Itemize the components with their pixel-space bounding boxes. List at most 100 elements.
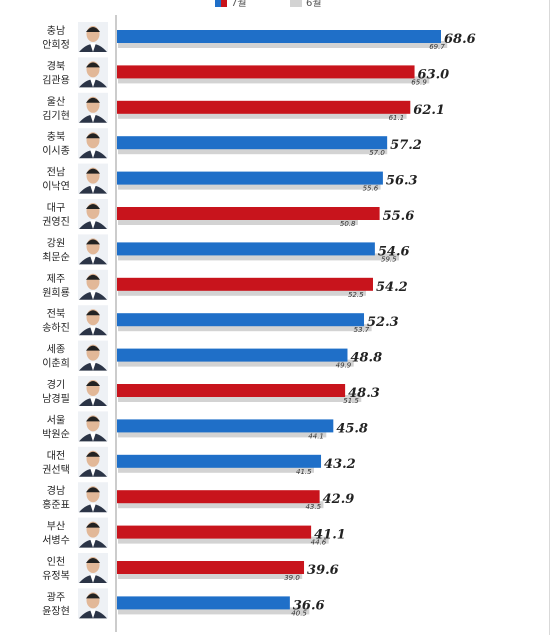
bar-current — [117, 207, 380, 220]
bar-current — [117, 525, 312, 539]
bar-current — [117, 136, 388, 150]
region-label: 대전 — [47, 450, 65, 462]
value-label-previous: 57.0 — [369, 149, 385, 157]
region-label: 전남 — [47, 167, 65, 179]
value-label-previous: 44.6 — [311, 539, 327, 547]
region-label: 울산 — [47, 96, 65, 108]
value-label-previous: 69.7 — [429, 43, 445, 51]
governor-portrait-icon — [78, 588, 108, 619]
value-label-current: 48.3 — [348, 386, 380, 401]
bar-previous — [118, 501, 324, 509]
value-label-current: 54.6 — [378, 244, 410, 259]
governor-name-label: 이춘희 — [42, 358, 70, 370]
governor-name-label: 이낙연 — [42, 181, 70, 193]
governor-name-label: 이시종 — [42, 145, 70, 157]
region-label: 강원 — [47, 237, 65, 249]
governor-portrait-icon — [78, 482, 108, 513]
bar-previous — [118, 288, 366, 296]
region-label: 충남 — [47, 25, 65, 37]
bar-previous — [118, 253, 400, 261]
value-label-current: 39.6 — [307, 563, 339, 578]
bar-previous — [118, 359, 354, 367]
value-label-current: 68.6 — [444, 32, 476, 47]
governor-portrait-icon — [78, 92, 108, 123]
legend-item-previous: 6월 — [290, 0, 322, 9]
value-label-previous: 49.9 — [336, 362, 352, 370]
value-label-current: 56.3 — [386, 174, 418, 189]
bar-previous — [118, 465, 315, 473]
governor-portrait-icon — [78, 340, 108, 371]
bar-previous — [118, 218, 358, 225]
value-label-current: 42.9 — [323, 492, 355, 507]
governor-name-label: 서병수 — [42, 535, 70, 547]
value-label-current: 52.3 — [367, 315, 399, 330]
governor-name-label: 송하진 — [42, 321, 70, 334]
value-label-current: 54.2 — [376, 280, 408, 295]
region-label: 경기 — [47, 378, 65, 391]
governor-name-label: 윤장현 — [42, 605, 70, 617]
value-label-previous: 61.1 — [389, 114, 405, 122]
bar-previous — [118, 76, 430, 84]
governor-portrait-icon — [78, 411, 108, 442]
governor-name-label: 원희룡 — [42, 287, 70, 299]
value-label-previous: 41.5 — [296, 468, 312, 476]
region-label: 대구 — [47, 202, 65, 214]
region-label: 경북 — [47, 59, 65, 72]
bar-previous — [118, 536, 329, 544]
bar-current — [117, 348, 348, 362]
value-label-current: 48.8 — [350, 351, 382, 366]
legend-label-previous: 6월 — [306, 0, 322, 9]
governor-portrait-icon — [78, 128, 108, 159]
region-label: 서울 — [47, 414, 65, 426]
bar-current — [117, 171, 383, 185]
bar-current — [117, 100, 411, 114]
legend-swatch-current — [215, 0, 227, 7]
governor-name-label: 최문순 — [42, 251, 70, 263]
governor-portrait-icon — [78, 163, 108, 194]
value-label-previous: 55.6 — [363, 185, 379, 193]
bar-previous — [118, 324, 372, 332]
bar-current — [117, 242, 375, 256]
bar-previous — [118, 395, 362, 402]
governor-portrait-icon — [78, 446, 108, 477]
bar-current — [117, 561, 305, 574]
bar-previous — [118, 147, 388, 155]
legend-item-current: 7월 — [215, 0, 247, 9]
bar-current — [117, 596, 290, 610]
value-label-previous: 40.5 — [291, 609, 307, 617]
governor-portrait-icon — [78, 376, 108, 406]
governor-name-label: 권영진 — [42, 216, 70, 228]
value-label-previous: 50.8 — [340, 220, 356, 228]
governor-portrait-icon — [78, 553, 108, 583]
governor-portrait-icon — [78, 22, 108, 52]
bar-current — [117, 454, 322, 468]
bar-current — [117, 313, 365, 327]
bar-current — [117, 490, 320, 504]
value-label-previous: 44.1 — [308, 432, 324, 440]
region-label: 전북 — [47, 308, 65, 320]
value-label-previous: 39.0 — [284, 574, 300, 582]
bar-previous — [118, 572, 303, 579]
value-label-current: 62.1 — [413, 103, 445, 118]
bar-current — [117, 65, 415, 79]
bar-current — [117, 277, 373, 291]
value-label-current: 63.0 — [418, 67, 450, 82]
value-label-previous: 43.5 — [305, 503, 321, 511]
governor-name-label: 김관용 — [42, 74, 70, 86]
value-label-previous: 52.5 — [348, 291, 364, 299]
governor-portrait-icon — [78, 234, 108, 265]
governor-portrait-icon — [78, 199, 108, 229]
governor-name-label: 권선택 — [42, 464, 70, 476]
legend-swatch-previous — [290, 0, 302, 7]
bar-current — [117, 419, 334, 433]
bar-current — [117, 384, 346, 397]
governor-portrait-icon — [78, 269, 108, 300]
value-label-current: 41.1 — [314, 528, 346, 543]
region-label: 충북 — [47, 131, 65, 143]
value-label-current: 36.6 — [293, 598, 325, 613]
governor-portrait-icon — [78, 305, 108, 336]
governor-name-label: 김기현 — [42, 110, 70, 122]
bar-previous — [118, 41, 448, 48]
governor-name-label: 남경필 — [42, 392, 70, 405]
